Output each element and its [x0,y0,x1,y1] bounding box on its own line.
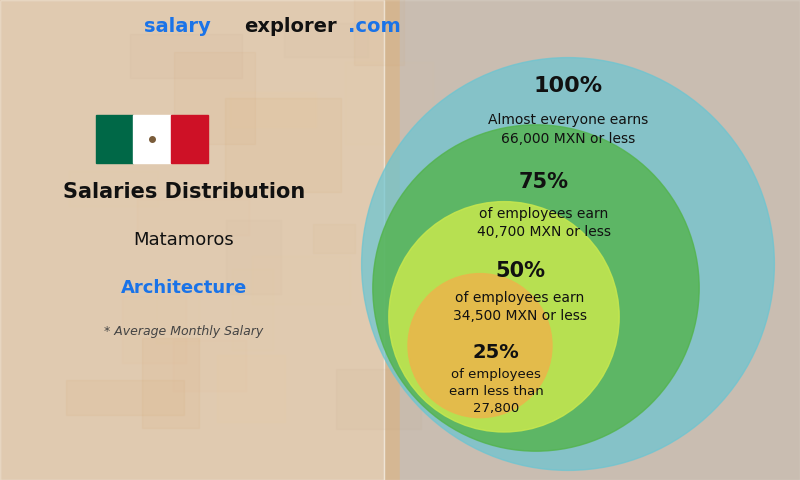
FancyBboxPatch shape [166,0,229,20]
FancyBboxPatch shape [93,182,173,248]
FancyBboxPatch shape [305,84,367,152]
FancyBboxPatch shape [135,318,218,351]
FancyBboxPatch shape [170,115,208,163]
Text: Almost everyone earns
66,000 MXN or less: Almost everyone earns 66,000 MXN or less [488,113,648,146]
Text: 25%: 25% [473,343,519,362]
FancyBboxPatch shape [286,443,377,473]
Text: Matamoros: Matamoros [134,231,234,249]
FancyBboxPatch shape [143,428,186,456]
FancyBboxPatch shape [400,0,800,480]
FancyBboxPatch shape [276,149,343,211]
Text: Architecture: Architecture [121,279,247,297]
FancyBboxPatch shape [134,115,170,163]
Text: 75%: 75% [519,172,569,192]
Text: 100%: 100% [534,76,602,96]
Ellipse shape [373,125,699,451]
Ellipse shape [408,274,552,418]
Text: .com: .com [348,17,401,36]
FancyBboxPatch shape [10,172,125,208]
Text: * Average Monthly Salary: * Average Monthly Salary [104,324,264,338]
Text: 50%: 50% [495,261,545,281]
Text: of employees earn
40,700 MXN or less: of employees earn 40,700 MXN or less [477,207,611,240]
Text: explorer: explorer [244,17,337,36]
Text: of employees
earn less than
27,800: of employees earn less than 27,800 [449,368,543,415]
FancyBboxPatch shape [222,283,311,314]
FancyBboxPatch shape [189,95,306,130]
FancyBboxPatch shape [258,141,331,175]
Text: of employees earn
34,500 MXN or less: of employees earn 34,500 MXN or less [453,291,587,324]
FancyBboxPatch shape [330,0,411,25]
FancyBboxPatch shape [0,0,400,480]
Text: Salaries Distribution: Salaries Distribution [63,182,305,202]
FancyBboxPatch shape [0,0,384,480]
FancyBboxPatch shape [96,115,134,163]
Text: salary: salary [144,17,210,36]
Ellipse shape [362,58,774,470]
FancyBboxPatch shape [384,0,800,480]
Ellipse shape [389,202,619,432]
